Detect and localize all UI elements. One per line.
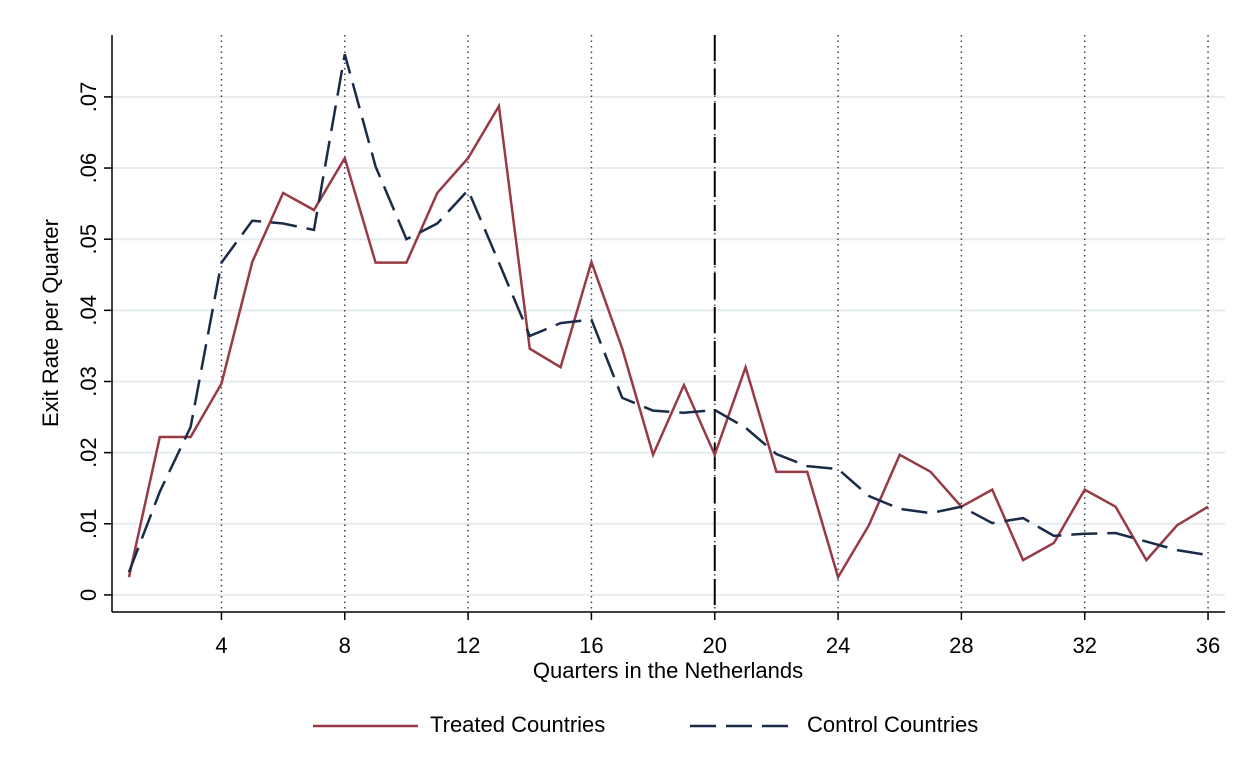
x-tick-label: 36 [1196,633,1220,658]
series-line [127,53,1209,573]
y-tick-label: .01 [76,508,101,539]
x-axis-title: Quarters in the Netherlands [533,658,803,683]
x-tick-label: 8 [339,633,351,658]
x-tick-label: 20 [703,633,727,658]
y-tick-label: .04 [76,295,101,326]
x-tick-label: 28 [949,633,973,658]
y-tick-label: .03 [76,366,101,397]
x-tick-label: 16 [579,633,603,658]
legend-label: Control Countries [807,712,978,737]
y-tick-label: .05 [76,224,101,255]
series-line [127,102,1209,581]
y-tick-label: 0 [76,589,101,601]
legend-label: Treated Countries [430,712,605,737]
y-tick-label: .02 [76,437,101,468]
y-tick-label: .06 [76,153,101,184]
y-tick-label: .07 [76,82,101,113]
x-tick-label: 24 [826,633,850,658]
y-axis-title: Exit Rate per Quarter [38,219,63,427]
x-tick-label: 12 [456,633,480,658]
x-tick-label: 4 [215,633,227,658]
x-tick-label: 32 [1072,633,1096,658]
